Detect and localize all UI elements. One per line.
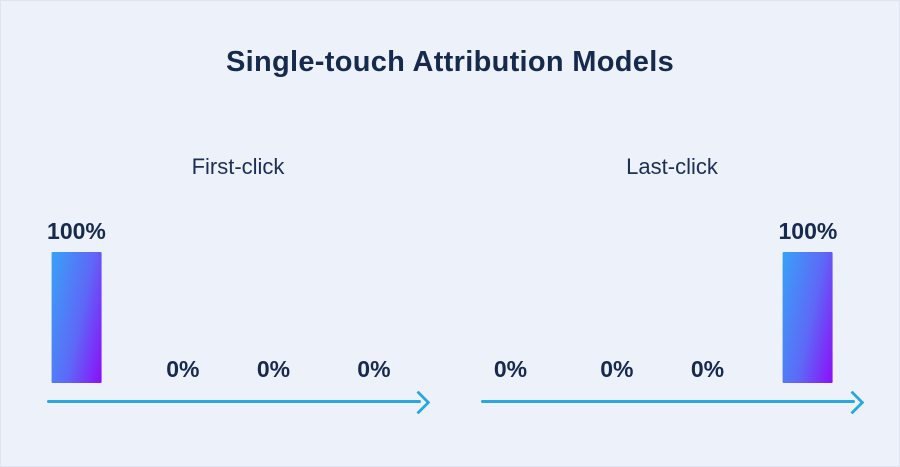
bar-group-touchpoint-2: 0% bbox=[166, 356, 199, 383]
bar-group-touchpoint-3: 0% bbox=[257, 356, 290, 383]
axis-line bbox=[481, 400, 855, 403]
bar-group-touchpoint-4: 100% bbox=[778, 218, 838, 383]
x-axis-arrow bbox=[47, 387, 431, 417]
value-label: 0% bbox=[493, 356, 528, 382]
bar-group-touchpoint-1: 0% bbox=[494, 356, 527, 383]
chart-title-last-click: Last-click bbox=[626, 154, 718, 179]
bar-group-touchpoint-2: 0% bbox=[600, 356, 633, 383]
axis-line bbox=[47, 400, 421, 403]
value-label: 0% bbox=[690, 356, 725, 382]
attribution-bar bbox=[782, 252, 833, 383]
plot-last-click: 0% 0% 0% 100% bbox=[475, 217, 869, 415]
value-label: 100% bbox=[47, 218, 106, 244]
chart-last-click: Last-click 0% 0% 0% 100% bbox=[475, 81, 869, 415]
page-title: Single-touch Attribution Models bbox=[225, 46, 674, 78]
bar-group-touchpoint-4: 0% bbox=[357, 356, 390, 383]
chart-title-first-click: First-click bbox=[191, 154, 285, 179]
value-label: 0% bbox=[166, 356, 200, 382]
x-axis-arrow bbox=[481, 387, 865, 417]
value-label: 0% bbox=[256, 356, 291, 382]
arrow-right-icon bbox=[840, 390, 865, 415]
plot-first-click: 100% 0% 0% 0% bbox=[41, 217, 435, 415]
value-label: 0% bbox=[600, 356, 634, 382]
attribution-bar bbox=[51, 252, 102, 383]
arrow-right-icon bbox=[406, 390, 431, 415]
charts-row: First-click 100% 0% 0% 0% bbox=[1, 81, 899, 415]
bar-group-touchpoint-3: 0% bbox=[691, 356, 724, 383]
value-label: 100% bbox=[778, 218, 838, 244]
chart-first-click: First-click 100% 0% 0% 0% bbox=[41, 81, 435, 415]
value-label: 0% bbox=[357, 356, 391, 382]
bar-group-touchpoint-1: 100% bbox=[47, 218, 106, 383]
